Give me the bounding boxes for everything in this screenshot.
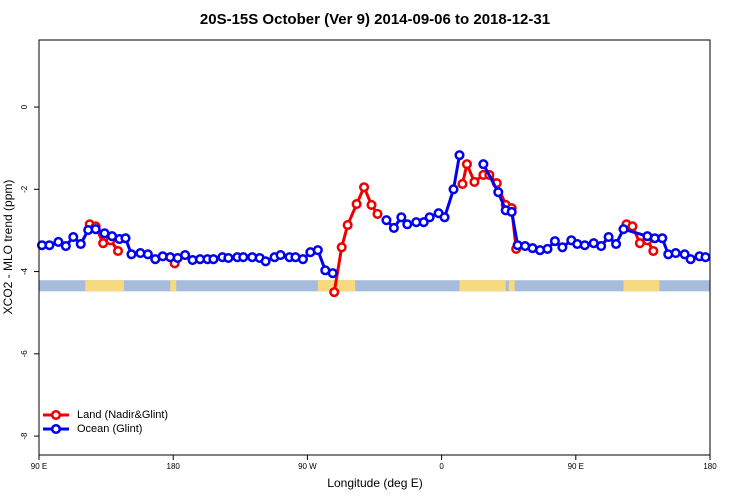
- land-strip: [459, 280, 506, 292]
- data-point: [454, 150, 465, 161]
- x-tick-label: 180: [167, 462, 181, 471]
- data-point: [457, 178, 468, 190]
- data-point: [126, 249, 137, 260]
- data-point: [180, 250, 191, 261]
- data-point: [618, 224, 629, 235]
- y-tick-label: -6: [20, 350, 29, 358]
- legend-marker: [50, 409, 62, 421]
- data-point: [372, 208, 383, 220]
- x-tick-label: 90 E: [31, 462, 47, 471]
- data-point: [542, 243, 553, 254]
- y-tick-label: -4: [20, 267, 29, 275]
- data-point: [478, 159, 489, 170]
- data-point: [596, 241, 607, 252]
- y-tick-label: -2: [20, 185, 29, 193]
- data-point: [90, 224, 101, 235]
- data-point: [142, 249, 153, 260]
- data-point: [312, 245, 323, 256]
- x-tick-label: 180: [703, 462, 717, 471]
- data-point: [53, 236, 64, 247]
- data-point: [700, 252, 711, 263]
- data-point: [208, 254, 219, 265]
- data-point: [359, 182, 370, 193]
- x-tick-label: 0: [439, 462, 444, 471]
- data-point: [611, 238, 622, 250]
- data-point: [396, 212, 407, 223]
- data-point: [342, 220, 353, 231]
- data-point: [424, 212, 435, 223]
- data-point: [461, 159, 472, 170]
- data-point: [402, 219, 413, 230]
- data-point: [351, 199, 362, 210]
- land-strip: [170, 280, 177, 292]
- y-tick-label: 0: [20, 104, 29, 109]
- land-strip: [85, 280, 124, 292]
- data-point: [75, 238, 86, 250]
- x-tick-label: 90 E: [568, 462, 584, 471]
- data-point: [679, 249, 690, 260]
- data-point: [223, 252, 234, 264]
- data-point: [657, 233, 668, 244]
- data-point: [579, 240, 590, 251]
- y-tick-label: -8: [20, 432, 29, 440]
- data-point: [238, 252, 249, 263]
- data-point: [381, 215, 392, 226]
- data-point: [627, 221, 638, 232]
- chart-title: 20S-15S October (Ver 9) 2014-09-06 to 20…: [200, 11, 550, 28]
- data-point: [68, 231, 79, 243]
- data-point: [120, 233, 131, 244]
- legend-label: Ocean (Glint): [77, 423, 142, 435]
- data-point: [469, 176, 480, 187]
- data-point: [670, 248, 681, 259]
- data-point: [648, 245, 659, 257]
- x-axis-label: Longitude (deg E): [327, 476, 422, 490]
- data-point: [493, 187, 504, 198]
- ocean-strip: [39, 280, 710, 292]
- data-point: [685, 254, 696, 265]
- data-point: [448, 184, 459, 195]
- data-point: [327, 268, 338, 279]
- data-point: [336, 242, 347, 253]
- data-point: [366, 199, 377, 210]
- data-point: [112, 245, 124, 257]
- y-axis-label: XCO2 - MLO trend (ppm): [1, 180, 15, 315]
- legend-marker: [50, 423, 62, 435]
- data-point: [44, 240, 55, 251]
- data-point: [418, 217, 429, 228]
- data-point: [549, 236, 560, 247]
- data-point: [60, 241, 71, 252]
- data-point: [439, 212, 450, 223]
- data-point: [329, 287, 340, 298]
- data-point: [275, 250, 286, 261]
- legend-label: Land (Nadir&Glint): [77, 409, 168, 421]
- data-point: [506, 206, 517, 217]
- plot-frame: [38, 39, 711, 456]
- data-point: [603, 231, 614, 243]
- data-point: [388, 222, 399, 234]
- data-point: [557, 242, 568, 253]
- data-point: [297, 254, 308, 265]
- land-strip: [508, 280, 515, 292]
- data-point: [260, 256, 271, 267]
- land-strip: [623, 280, 660, 292]
- x-tick-label: 90 W: [298, 462, 317, 471]
